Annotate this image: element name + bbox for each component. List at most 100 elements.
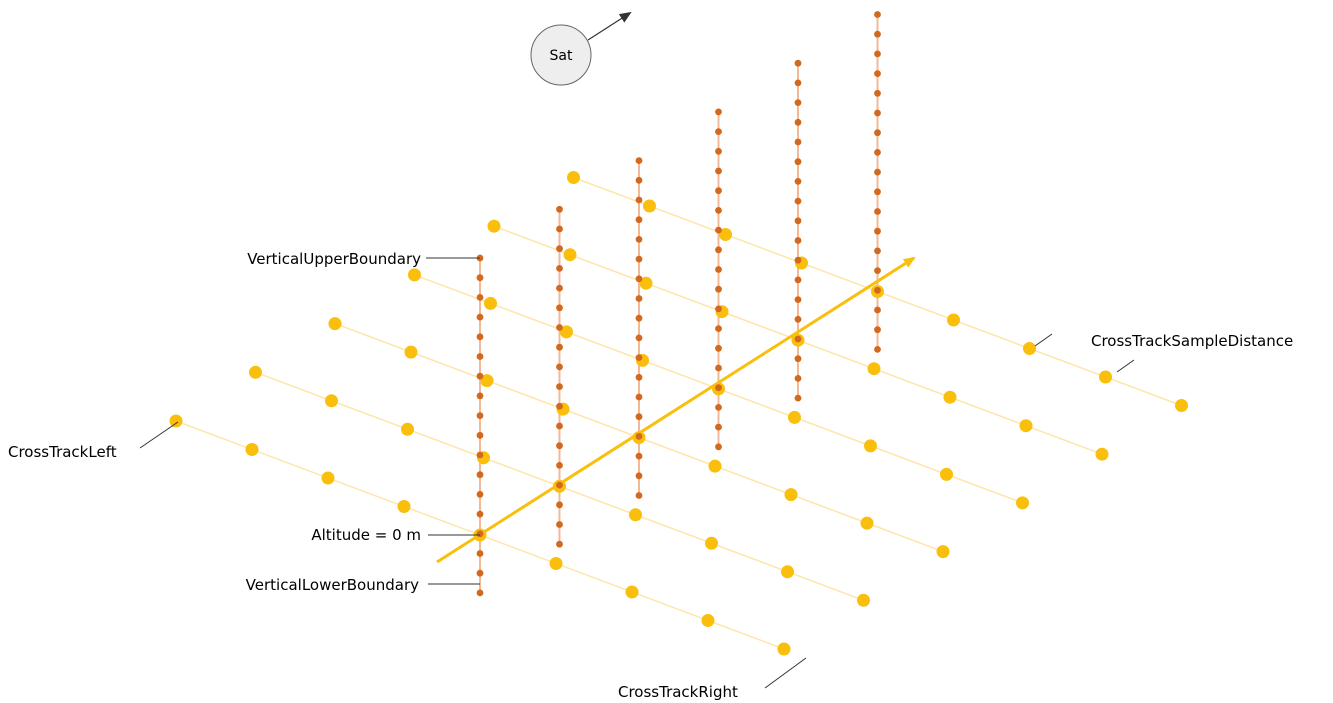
vertical-sample-point: [556, 225, 563, 233]
vertical-sample-point: [556, 245, 563, 253]
leader-lines: [139, 257, 1135, 689]
vertical-sample-point: [476, 569, 484, 577]
ground-sample-point: [1019, 419, 1033, 433]
ground-sample-point: [947, 313, 960, 327]
vertical-sample-point: [874, 346, 881, 353]
vertical-sample-point: [476, 451, 484, 459]
vertical-sample-point: [715, 325, 722, 332]
satellite-icon: [530, 24, 592, 86]
altitude-label: Altitude = 0 m: [311, 526, 421, 544]
vertical-sample-point: [635, 452, 643, 460]
vertical-sample-point: [635, 433, 643, 440]
ground-sample-point: [480, 374, 494, 388]
vertical-sample-point: [874, 247, 881, 255]
vertical-sample-point: [635, 472, 643, 480]
vertical-sample-point: [715, 266, 722, 273]
vertical-sample-point: [715, 167, 722, 175]
ground-sample-point: [705, 536, 718, 550]
vertical-sample-point: [794, 296, 802, 303]
vertical-sample-point: [874, 109, 881, 117]
vertical-sample-point: [874, 89, 881, 97]
vertical-sample-point: [715, 147, 722, 155]
ground-sample-point: [560, 325, 573, 339]
vertical-sample-point: [715, 187, 722, 195]
vertical-sample-point: [794, 355, 802, 363]
ground-sample-point: [549, 557, 563, 570]
vertical-sample-point: [715, 226, 722, 234]
vertical-sample-point: [794, 217, 802, 225]
ground-sample-point: [781, 565, 794, 579]
vertical-sample-point: [556, 363, 563, 371]
ground-sample-point: [245, 443, 259, 456]
ground-sample-point: [1099, 370, 1112, 384]
vertical-sample-point: [794, 158, 802, 166]
vertical-sample-point: [476, 313, 484, 321]
vertical-sample-point: [556, 205, 563, 213]
ground-sample-point: [1023, 342, 1036, 355]
vertical-sample-point: [794, 375, 802, 382]
ground-sample-point: [701, 614, 715, 627]
vertical-sample-point: [635, 492, 643, 499]
vertical-sample-point: [635, 373, 643, 381]
ground-sample-point: [639, 276, 653, 290]
vertical-sample-point: [556, 304, 563, 312]
vertical-profile-lines: [479, 14, 879, 593]
vertical-sample-point: [794, 59, 802, 67]
vertical-sample-point: [476, 333, 484, 341]
vertical-sample-points: [476, 11, 881, 597]
vertical-sample-point: [794, 197, 802, 205]
vertical-sample-point: [556, 442, 563, 450]
ground-sample-point: [1016, 496, 1029, 510]
vertical-sample-point: [794, 178, 802, 185]
vertical-sample-point: [556, 501, 563, 509]
vertical-sample-point: [476, 550, 484, 557]
vertical-sample-point: [715, 128, 722, 136]
vertical-sample-point: [635, 413, 643, 421]
ground-sample-point: [864, 439, 877, 453]
vertical-sample-point: [476, 471, 484, 479]
ground-sample-point: [943, 390, 957, 404]
ground-sample-point: [169, 414, 183, 428]
ground-sample-point: [487, 219, 501, 233]
vertical-sample-point: [794, 138, 802, 146]
vertical-sample-point: [476, 372, 484, 380]
vertical-lower-boundary-label: VerticalLowerBoundary: [246, 576, 419, 594]
vertical-sample-point: [476, 589, 484, 597]
vertical-sample-point: [874, 50, 881, 58]
vertical-sample-point: [715, 207, 722, 214]
ground-sample-point: [567, 171, 580, 184]
cross-track-sample-distance-label: CrossTrackSampleDistance: [1091, 332, 1293, 350]
vertical-sample-point: [794, 276, 802, 284]
vertical-sample-point: [715, 246, 722, 254]
ground-sample-point: [860, 516, 874, 530]
vertical-sample-point: [874, 168, 881, 176]
vertical-sample-point: [635, 216, 643, 224]
vertical-sample-point: [874, 129, 881, 137]
vertical-sample-point: [874, 208, 881, 215]
vertical-sample-point: [874, 267, 881, 274]
vertical-sample-point: [715, 404, 722, 411]
vertical-sample-point: [476, 491, 484, 498]
vertical-sample-point: [635, 354, 643, 361]
vertical-sample-point: [635, 334, 643, 342]
vertical-sample-point: [874, 149, 881, 156]
vertical-sample-point: [874, 188, 881, 196]
ground-sample-point: [777, 642, 791, 656]
vertical-sample-point: [556, 540, 563, 548]
vertical-sample-point: [874, 30, 881, 38]
ground-sample-point: [719, 228, 732, 241]
vertical-sample-point: [715, 285, 722, 293]
vertical-sample-point: [874, 286, 881, 294]
cross-track-left-label: CrossTrackLeft: [8, 443, 117, 461]
vertical-sample-point: [635, 176, 643, 184]
ground-sample-point: [857, 593, 870, 607]
vertical-sample-point: [556, 422, 563, 430]
ground-sample-point: [484, 296, 497, 310]
vertical-sample-point: [476, 392, 484, 400]
ground-sample-point: [404, 345, 418, 359]
vertical-sample-point: [794, 79, 802, 87]
ground-sample-points: [169, 171, 1188, 656]
vertical-sample-point: [715, 108, 722, 116]
vertical-sample-point: [794, 237, 802, 244]
